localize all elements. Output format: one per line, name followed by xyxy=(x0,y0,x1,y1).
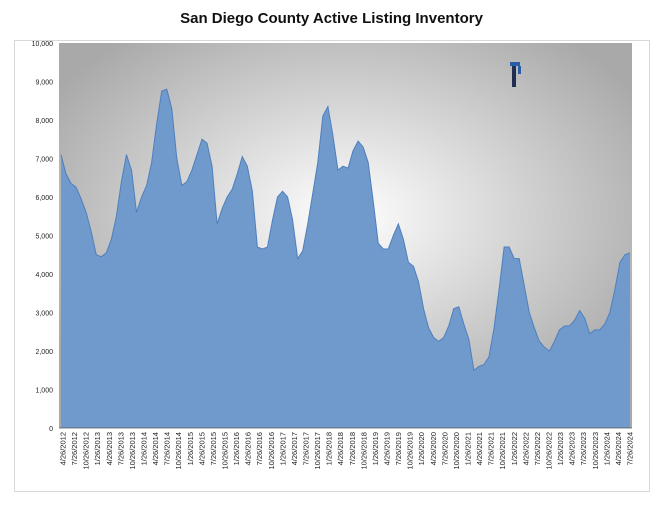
x-tick-label: 10/26/2016 xyxy=(267,432,276,470)
x-tick-label: 7/26/2022 xyxy=(533,432,542,465)
x-tick-label: 10/26/2020 xyxy=(452,432,461,470)
y-tick-label: 8,000 xyxy=(35,118,53,125)
x-tick-label: 1/26/2024 xyxy=(602,432,611,465)
x-tick-label: 4/26/2018 xyxy=(336,432,345,465)
y-tick-label: 0 xyxy=(49,426,53,433)
x-tick-label: 4/26/2012 xyxy=(59,432,68,465)
x-tick-label: 7/26/2017 xyxy=(302,432,311,465)
x-tick-label: 7/26/2019 xyxy=(394,432,403,465)
x-tick-label: 7/26/2012 xyxy=(70,432,79,465)
y-tick-label: 4,000 xyxy=(35,272,53,279)
x-tick-label: 7/26/2016 xyxy=(255,432,264,465)
y-tick-label: 5,000 xyxy=(35,234,53,241)
x-tick-label: 7/26/2018 xyxy=(348,432,357,465)
x-tick-label: 1/26/2021 xyxy=(464,432,473,465)
chart-frame xyxy=(14,40,650,492)
x-tick-label: 4/26/2024 xyxy=(614,432,623,465)
y-tick-label: 9,000 xyxy=(35,80,53,87)
y-axis: 0 1,000 2,000 3,000 4,000 5,000 6,000 7,000 8,00… xyxy=(32,41,54,433)
x-tick-label: 10/26/2021 xyxy=(498,432,507,470)
x-tick-label: 10/26/2019 xyxy=(406,432,415,470)
x-tick-label: 4/26/2021 xyxy=(475,432,484,465)
x-tick-label: 10/26/2012 xyxy=(82,432,91,470)
y-tick-label: 3,000 xyxy=(35,311,53,318)
x-tick-label: 4/26/2016 xyxy=(244,432,253,465)
x-tick-label: 4/26/2013 xyxy=(105,432,114,465)
x-tick-label: 1/26/2022 xyxy=(510,432,519,465)
x-tick-label: 7/26/2021 xyxy=(487,432,496,465)
x-tick-label: 10/26/2014 xyxy=(174,432,183,470)
x-tick-label: 4/26/2017 xyxy=(290,432,299,465)
series-layer xyxy=(60,88,631,428)
inventory-area xyxy=(61,89,630,428)
x-tick-label: 1/26/2013 xyxy=(93,432,102,465)
x-tick-label: 7/26/2015 xyxy=(209,432,218,465)
x-tick-label: 1/26/2014 xyxy=(140,432,149,465)
x-tick-label: 1/26/2017 xyxy=(278,432,287,465)
y-tick-label: 6,000 xyxy=(35,195,53,202)
x-tick-label: 1/26/2015 xyxy=(186,432,195,465)
chart-title: San Diego County Active Listing Inventor… xyxy=(180,10,483,27)
y-tick-label: 7,000 xyxy=(35,157,53,164)
house-key-icon xyxy=(510,62,521,87)
x-tick-label: 4/26/2019 xyxy=(383,432,392,465)
x-tick-label: 10/26/2023 xyxy=(591,432,600,470)
x-tick-label: 7/26/2020 xyxy=(440,432,449,465)
x-tick-label: 4/26/2014 xyxy=(151,432,160,465)
x-tick-label: 7/26/2024 xyxy=(626,432,635,465)
x-tick-label: 1/26/2019 xyxy=(371,432,380,465)
x-tick-label: 7/26/2014 xyxy=(163,432,172,465)
reports-on-housing-logo xyxy=(510,57,622,97)
x-tick-label: 10/26/2015 xyxy=(221,432,230,470)
x-tick-label: 4/26/2022 xyxy=(521,432,530,465)
y-tick-label: 2,000 xyxy=(35,349,53,356)
x-tick-label: 1/26/2018 xyxy=(325,432,334,465)
y-tick-label: 1,000 xyxy=(35,388,53,395)
x-tick-label: 4/26/2023 xyxy=(568,432,577,465)
x-tick-label: 7/26/2023 xyxy=(579,432,588,465)
y-tick-label: 10,000 xyxy=(32,41,54,48)
x-tick-label: 1/26/2020 xyxy=(417,432,426,465)
x-tick-label: 1/26/2023 xyxy=(556,432,565,465)
x-tick-label: 7/26/2013 xyxy=(116,432,125,465)
x-tick-label: 4/26/2020 xyxy=(429,432,438,465)
x-axis: 4/26/2012 7/26/2012 10/26/2012 1/26/2013 4/2… xyxy=(59,427,635,470)
x-tick-label: 10/26/2013 xyxy=(128,432,137,470)
x-tick-label: 4/26/2015 xyxy=(197,432,206,465)
inventory-line xyxy=(60,88,631,372)
x-tick-label: 1/26/2016 xyxy=(232,432,241,465)
x-tick-label: 10/26/2018 xyxy=(359,432,368,470)
x-tick-label: 10/26/2022 xyxy=(545,432,554,470)
x-tick-label: 10/26/2017 xyxy=(313,432,322,470)
